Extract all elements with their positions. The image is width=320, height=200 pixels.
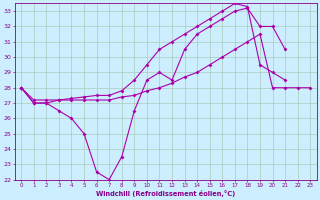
X-axis label: Windchill (Refroidissement éolien,°C): Windchill (Refroidissement éolien,°C)	[96, 190, 236, 197]
